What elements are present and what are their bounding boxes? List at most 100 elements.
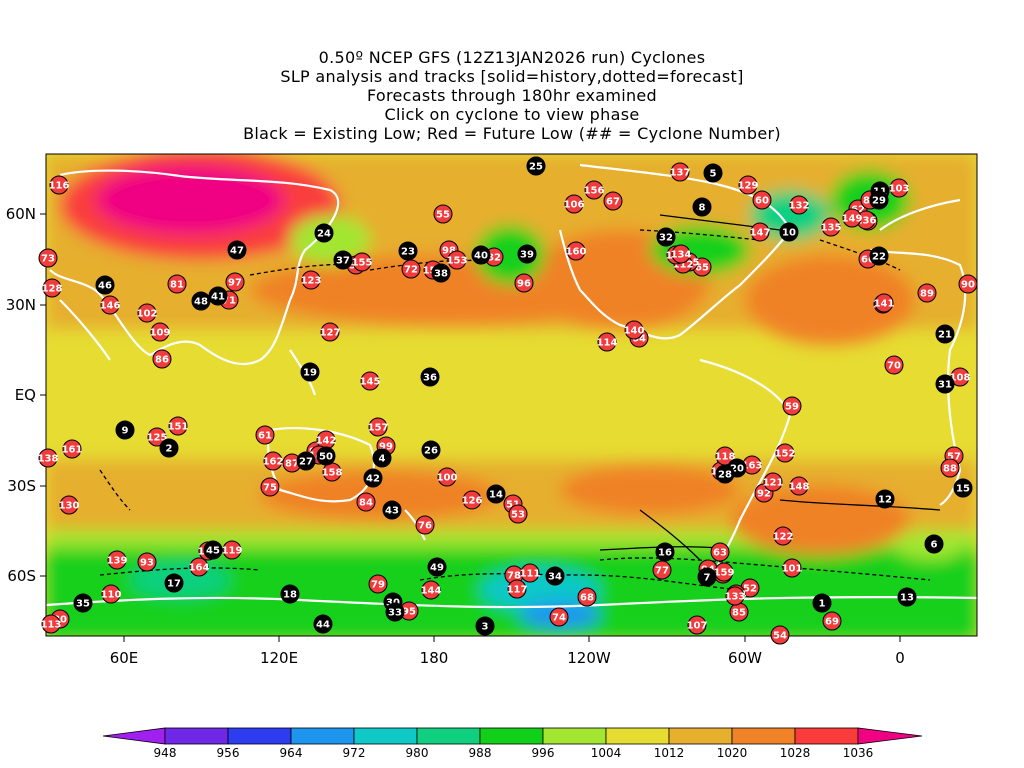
existing-low-marker[interactable]: 13 bbox=[897, 587, 917, 607]
future-low-dot[interactable] bbox=[710, 542, 730, 562]
existing-low-marker[interactable]: 28 bbox=[715, 464, 735, 484]
future-low-marker[interactable]: 157 bbox=[368, 417, 389, 437]
future-low-dot[interactable] bbox=[775, 443, 795, 463]
existing-low-marker[interactable]: 1 bbox=[812, 593, 832, 613]
existing-low-marker[interactable]: 2 bbox=[159, 438, 179, 458]
future-low-marker[interactable]: 109 bbox=[150, 322, 171, 342]
future-low-dot[interactable] bbox=[670, 162, 690, 182]
future-low-dot[interactable] bbox=[360, 371, 380, 391]
existing-low-dot[interactable] bbox=[431, 263, 451, 283]
future-low-dot[interactable] bbox=[433, 204, 453, 224]
future-low-marker[interactable]: 149 bbox=[842, 208, 863, 228]
existing-low-marker[interactable]: 21 bbox=[935, 324, 955, 344]
existing-low-marker[interactable]: 33 bbox=[385, 602, 405, 622]
future-low-marker[interactable]: 81 bbox=[167, 274, 187, 294]
existing-low-dot[interactable] bbox=[316, 446, 336, 466]
future-low-dot[interactable] bbox=[168, 416, 188, 436]
future-low-marker[interactable]: 69 bbox=[822, 611, 842, 631]
future-low-dot[interactable] bbox=[38, 448, 58, 468]
existing-low-dot[interactable] bbox=[869, 246, 889, 266]
existing-low-dot[interactable] bbox=[203, 540, 223, 560]
future-low-dot[interactable] bbox=[789, 476, 809, 496]
future-low-marker[interactable]: 90 bbox=[958, 274, 978, 294]
future-low-dot[interactable] bbox=[940, 458, 960, 478]
existing-low-marker[interactable]: 25 bbox=[526, 156, 546, 176]
future-low-dot[interactable] bbox=[671, 244, 691, 264]
future-low-dot[interactable] bbox=[884, 355, 904, 375]
existing-low-marker[interactable]: 40 bbox=[471, 245, 491, 265]
future-low-dot[interactable] bbox=[415, 515, 435, 535]
future-low-marker[interactable]: 121 bbox=[763, 472, 784, 492]
future-low-dot[interactable] bbox=[889, 178, 909, 198]
existing-low-marker[interactable]: 44 bbox=[313, 614, 333, 634]
future-low-dot[interactable] bbox=[137, 552, 157, 572]
future-low-marker[interactable]: 117 bbox=[507, 579, 528, 599]
existing-low-dot[interactable] bbox=[812, 593, 832, 613]
existing-low-dot[interactable] bbox=[715, 464, 735, 484]
future-low-marker[interactable]: 123 bbox=[301, 270, 322, 290]
existing-low-dot[interactable] bbox=[697, 567, 717, 587]
future-low-marker[interactable]: 127 bbox=[320, 322, 341, 342]
future-low-dot[interactable] bbox=[874, 293, 894, 313]
future-low-marker[interactable]: 70 bbox=[884, 355, 904, 375]
future-low-dot[interactable] bbox=[447, 250, 467, 270]
future-low-dot[interactable] bbox=[842, 208, 862, 228]
future-low-marker[interactable]: 160 bbox=[566, 241, 587, 261]
future-low-dot[interactable] bbox=[320, 322, 340, 342]
future-low-dot[interactable] bbox=[782, 396, 802, 416]
future-low-dot[interactable] bbox=[514, 273, 534, 293]
existing-low-dot[interactable] bbox=[517, 244, 537, 264]
future-low-marker[interactable]: 93 bbox=[137, 552, 157, 572]
existing-low-dot[interactable] bbox=[875, 489, 895, 509]
future-low-dot[interactable] bbox=[49, 175, 69, 195]
future-low-dot[interactable] bbox=[462, 490, 482, 510]
future-low-marker[interactable]: 129 bbox=[738, 175, 759, 195]
future-low-marker[interactable]: 97 bbox=[225, 272, 245, 292]
existing-low-marker[interactable]: 15 bbox=[953, 478, 973, 498]
existing-low-marker[interactable]: 7 bbox=[697, 567, 717, 587]
existing-low-marker[interactable]: 38 bbox=[431, 263, 451, 283]
existing-low-dot[interactable] bbox=[526, 156, 546, 176]
future-low-marker[interactable]: 68 bbox=[577, 587, 597, 607]
future-low-dot[interactable] bbox=[624, 320, 644, 340]
existing-low-dot[interactable] bbox=[656, 227, 676, 247]
future-low-dot[interactable] bbox=[549, 607, 569, 627]
existing-low-marker[interactable]: 12 bbox=[875, 489, 895, 509]
future-low-marker[interactable]: 114 bbox=[597, 332, 618, 352]
future-low-marker[interactable]: 79 bbox=[368, 574, 388, 594]
future-low-dot[interactable] bbox=[917, 283, 937, 303]
future-low-marker[interactable]: 122 bbox=[773, 526, 794, 546]
future-low-marker[interactable]: 132 bbox=[789, 195, 810, 215]
existing-low-marker[interactable]: 17 bbox=[164, 573, 184, 593]
future-low-marker[interactable]: 148 bbox=[789, 476, 810, 496]
future-low-dot[interactable] bbox=[356, 492, 376, 512]
existing-low-marker[interactable]: 4 bbox=[372, 448, 392, 468]
future-low-dot[interactable] bbox=[821, 217, 841, 237]
existing-low-marker[interactable]: 26 bbox=[421, 440, 441, 460]
future-low-marker[interactable]: 130 bbox=[59, 495, 80, 515]
existing-low-dot[interactable] bbox=[869, 190, 889, 210]
future-low-marker[interactable]: 111 bbox=[520, 563, 541, 583]
future-low-dot[interactable] bbox=[752, 190, 772, 210]
future-low-marker[interactable]: 60 bbox=[752, 190, 772, 210]
existing-low-marker[interactable]: 27 bbox=[296, 451, 316, 471]
existing-low-dot[interactable] bbox=[191, 291, 211, 311]
future-low-marker[interactable]: 67 bbox=[603, 191, 623, 211]
future-low-marker[interactable]: 138 bbox=[38, 448, 59, 468]
existing-low-dot[interactable] bbox=[296, 451, 316, 471]
future-low-marker[interactable]: 102 bbox=[137, 303, 158, 323]
existing-low-dot[interactable] bbox=[333, 250, 353, 270]
future-low-dot[interactable] bbox=[564, 194, 584, 214]
future-low-dot[interactable] bbox=[421, 580, 441, 600]
future-low-dot[interactable] bbox=[152, 349, 172, 369]
future-low-dot[interactable] bbox=[189, 557, 209, 577]
existing-low-marker[interactable]: 29 bbox=[869, 190, 889, 210]
future-low-marker[interactable]: 135 bbox=[821, 217, 842, 237]
existing-low-marker[interactable]: 23 bbox=[398, 241, 418, 261]
existing-low-marker[interactable]: 41 bbox=[208, 286, 228, 306]
existing-low-dot[interactable] bbox=[545, 566, 565, 586]
existing-low-dot[interactable] bbox=[313, 614, 333, 634]
future-low-dot[interactable] bbox=[100, 295, 120, 315]
future-low-marker[interactable]: 125 bbox=[147, 427, 168, 447]
existing-low-dot[interactable] bbox=[159, 438, 179, 458]
